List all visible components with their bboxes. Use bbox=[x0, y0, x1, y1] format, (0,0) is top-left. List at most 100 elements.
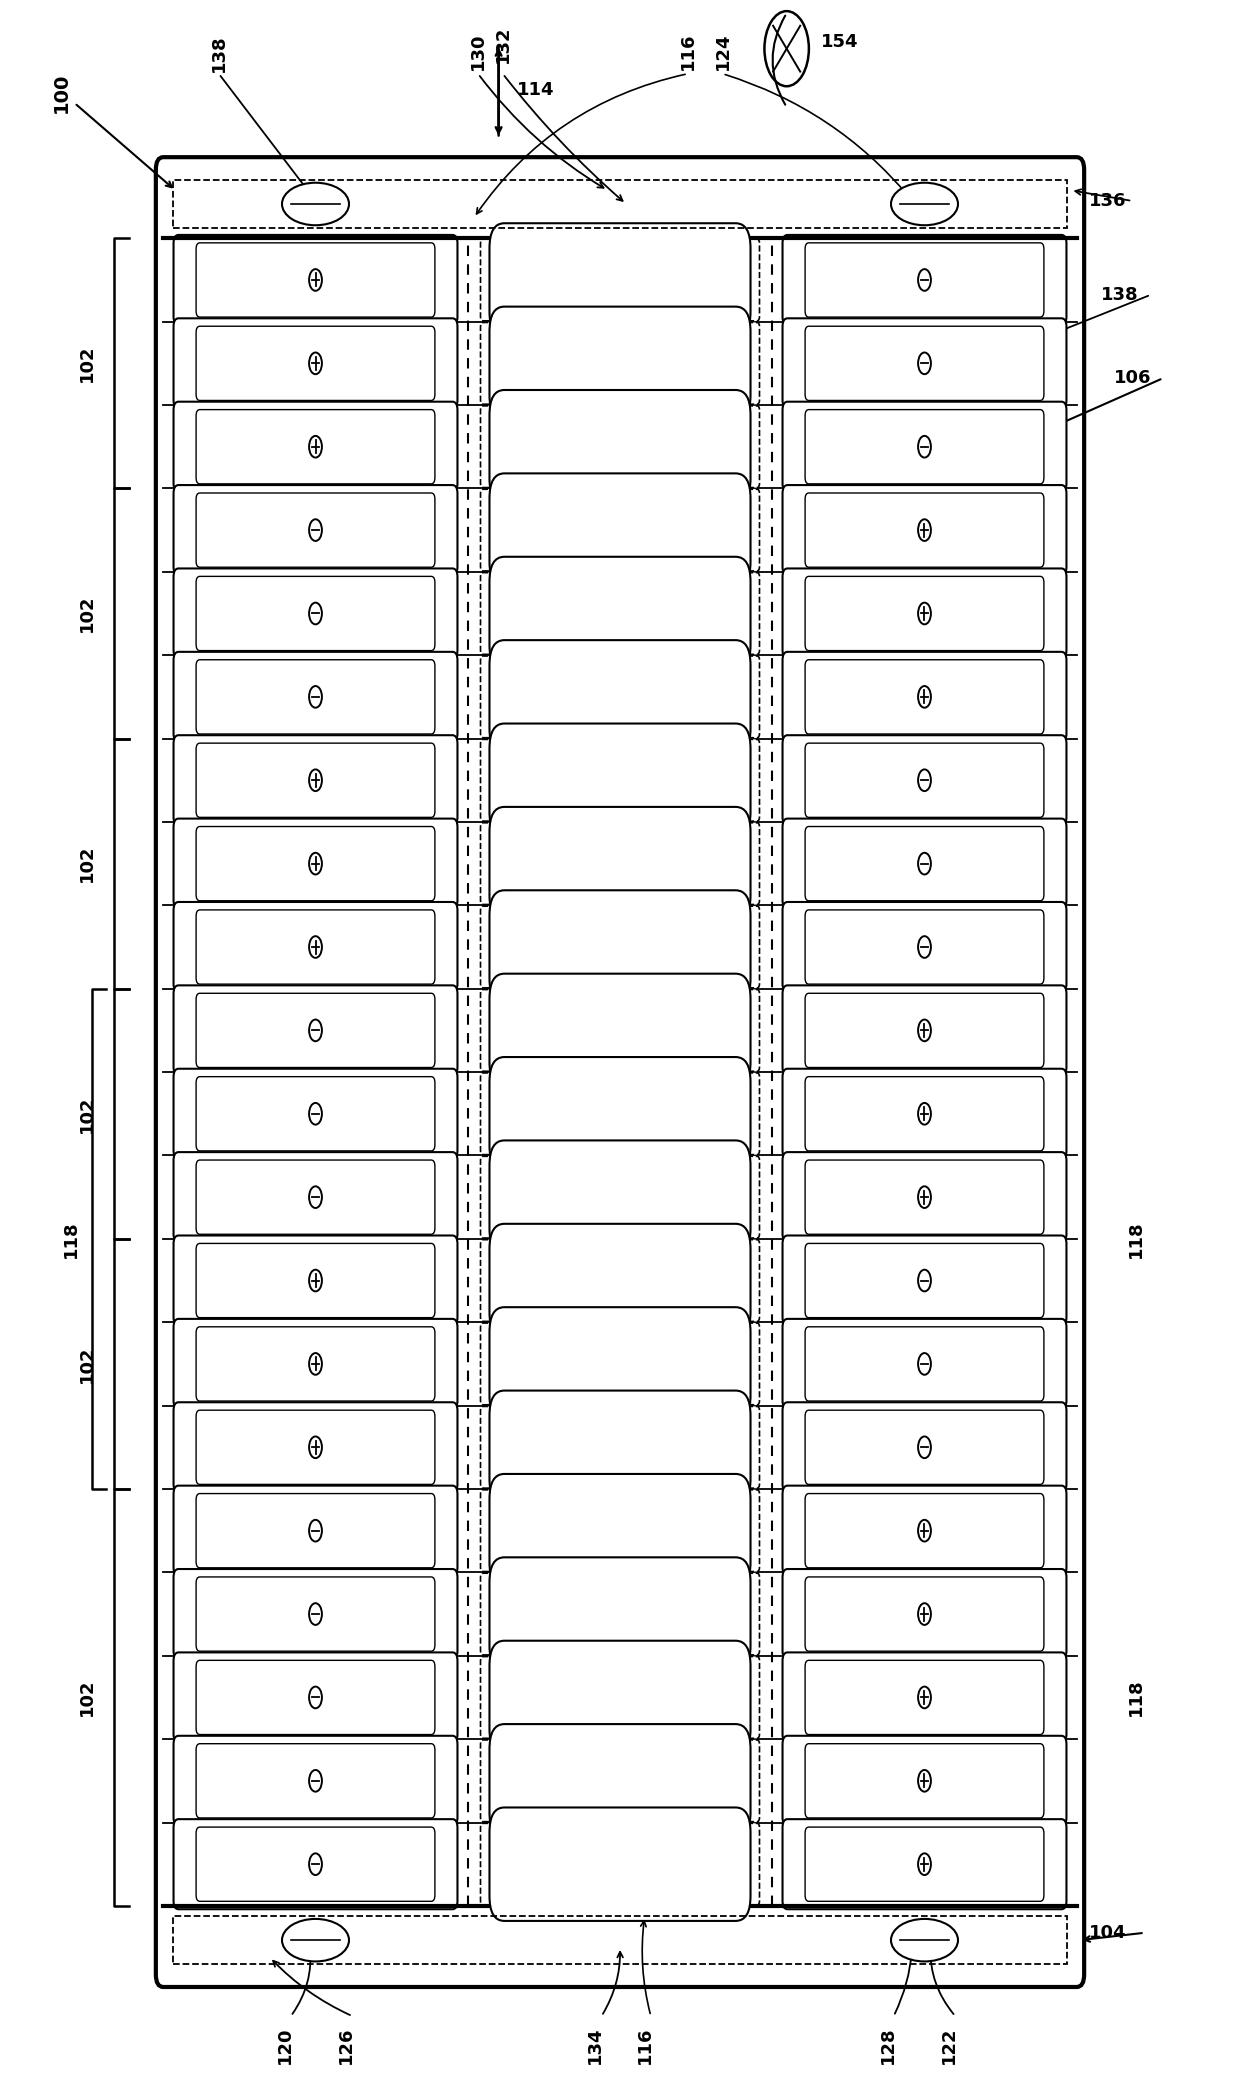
FancyBboxPatch shape bbox=[174, 569, 458, 659]
FancyBboxPatch shape bbox=[196, 994, 435, 1067]
FancyBboxPatch shape bbox=[805, 494, 1044, 567]
FancyBboxPatch shape bbox=[481, 1657, 759, 1738]
FancyBboxPatch shape bbox=[481, 1073, 759, 1155]
Text: 138: 138 bbox=[1101, 287, 1140, 303]
FancyBboxPatch shape bbox=[490, 973, 750, 1088]
FancyBboxPatch shape bbox=[481, 906, 759, 987]
FancyBboxPatch shape bbox=[782, 1153, 1066, 1243]
Text: 102: 102 bbox=[78, 594, 95, 632]
FancyBboxPatch shape bbox=[782, 902, 1066, 992]
FancyBboxPatch shape bbox=[196, 743, 435, 818]
FancyBboxPatch shape bbox=[196, 1161, 435, 1234]
Text: 104: 104 bbox=[1089, 1925, 1127, 1941]
FancyBboxPatch shape bbox=[805, 1161, 1044, 1234]
FancyBboxPatch shape bbox=[196, 1077, 435, 1151]
Text: 136: 136 bbox=[1089, 192, 1127, 209]
FancyBboxPatch shape bbox=[490, 389, 750, 504]
FancyBboxPatch shape bbox=[782, 569, 1066, 659]
Text: 102: 102 bbox=[78, 1345, 95, 1383]
FancyBboxPatch shape bbox=[805, 994, 1044, 1067]
Text: 102: 102 bbox=[78, 345, 95, 383]
FancyBboxPatch shape bbox=[805, 1243, 1044, 1318]
FancyBboxPatch shape bbox=[782, 1236, 1066, 1326]
FancyBboxPatch shape bbox=[481, 1322, 759, 1404]
FancyBboxPatch shape bbox=[805, 1326, 1044, 1402]
FancyBboxPatch shape bbox=[490, 891, 750, 1004]
FancyBboxPatch shape bbox=[782, 1318, 1066, 1408]
FancyBboxPatch shape bbox=[174, 902, 458, 992]
Text: 114: 114 bbox=[517, 82, 554, 100]
FancyBboxPatch shape bbox=[782, 1569, 1066, 1659]
FancyBboxPatch shape bbox=[805, 410, 1044, 483]
FancyBboxPatch shape bbox=[174, 1069, 458, 1159]
Ellipse shape bbox=[892, 1918, 959, 1962]
FancyBboxPatch shape bbox=[782, 1736, 1066, 1826]
Text: 100: 100 bbox=[52, 73, 71, 113]
FancyBboxPatch shape bbox=[481, 1406, 759, 1487]
FancyBboxPatch shape bbox=[174, 1653, 458, 1743]
FancyBboxPatch shape bbox=[196, 326, 435, 400]
FancyBboxPatch shape bbox=[490, 1140, 750, 1253]
Ellipse shape bbox=[281, 182, 348, 226]
Bar bbox=[174, 1916, 1066, 1964]
FancyBboxPatch shape bbox=[490, 556, 750, 669]
FancyBboxPatch shape bbox=[782, 1820, 1066, 1910]
FancyBboxPatch shape bbox=[490, 640, 750, 753]
FancyBboxPatch shape bbox=[782, 1402, 1066, 1492]
FancyBboxPatch shape bbox=[481, 738, 759, 820]
FancyBboxPatch shape bbox=[490, 1391, 750, 1504]
FancyBboxPatch shape bbox=[174, 1236, 458, 1326]
Text: 126: 126 bbox=[337, 2027, 356, 2065]
FancyBboxPatch shape bbox=[156, 157, 1084, 1987]
Text: 118: 118 bbox=[1127, 1678, 1145, 1715]
FancyBboxPatch shape bbox=[805, 659, 1044, 734]
FancyBboxPatch shape bbox=[490, 308, 750, 420]
FancyBboxPatch shape bbox=[805, 243, 1044, 318]
FancyBboxPatch shape bbox=[805, 1410, 1044, 1485]
FancyBboxPatch shape bbox=[196, 659, 435, 734]
FancyBboxPatch shape bbox=[490, 1724, 750, 1837]
FancyBboxPatch shape bbox=[782, 734, 1066, 824]
FancyBboxPatch shape bbox=[174, 653, 458, 743]
FancyBboxPatch shape bbox=[490, 1056, 750, 1172]
FancyBboxPatch shape bbox=[196, 1410, 435, 1485]
FancyBboxPatch shape bbox=[481, 1157, 759, 1238]
FancyBboxPatch shape bbox=[174, 1153, 458, 1243]
Text: 102: 102 bbox=[78, 1094, 95, 1132]
Text: 132: 132 bbox=[494, 25, 512, 63]
FancyBboxPatch shape bbox=[805, 1826, 1044, 1902]
FancyBboxPatch shape bbox=[782, 818, 1066, 908]
Text: 134: 134 bbox=[587, 2027, 604, 2065]
FancyBboxPatch shape bbox=[196, 494, 435, 567]
FancyBboxPatch shape bbox=[481, 322, 759, 404]
FancyBboxPatch shape bbox=[481, 1824, 759, 1906]
FancyBboxPatch shape bbox=[490, 724, 750, 837]
Text: 118: 118 bbox=[1127, 1220, 1145, 1257]
FancyBboxPatch shape bbox=[196, 1745, 435, 1818]
FancyBboxPatch shape bbox=[490, 1640, 750, 1755]
FancyBboxPatch shape bbox=[490, 808, 750, 920]
FancyBboxPatch shape bbox=[174, 485, 458, 575]
FancyBboxPatch shape bbox=[805, 1494, 1044, 1567]
FancyBboxPatch shape bbox=[196, 577, 435, 651]
FancyBboxPatch shape bbox=[490, 224, 750, 337]
FancyBboxPatch shape bbox=[196, 243, 435, 318]
FancyBboxPatch shape bbox=[196, 1326, 435, 1402]
Text: 128: 128 bbox=[878, 2027, 897, 2065]
FancyBboxPatch shape bbox=[481, 990, 759, 1071]
FancyBboxPatch shape bbox=[805, 910, 1044, 983]
FancyBboxPatch shape bbox=[782, 1653, 1066, 1743]
FancyBboxPatch shape bbox=[174, 234, 458, 324]
Text: 102: 102 bbox=[78, 1678, 95, 1715]
FancyBboxPatch shape bbox=[481, 490, 759, 571]
FancyBboxPatch shape bbox=[782, 234, 1066, 324]
FancyBboxPatch shape bbox=[805, 1077, 1044, 1151]
FancyBboxPatch shape bbox=[481, 1573, 759, 1655]
FancyBboxPatch shape bbox=[196, 910, 435, 983]
Text: 102: 102 bbox=[78, 845, 95, 883]
FancyBboxPatch shape bbox=[196, 1243, 435, 1318]
FancyBboxPatch shape bbox=[782, 653, 1066, 743]
Bar bbox=[174, 180, 1066, 228]
FancyBboxPatch shape bbox=[481, 1241, 759, 1322]
Text: 106: 106 bbox=[1114, 368, 1151, 387]
